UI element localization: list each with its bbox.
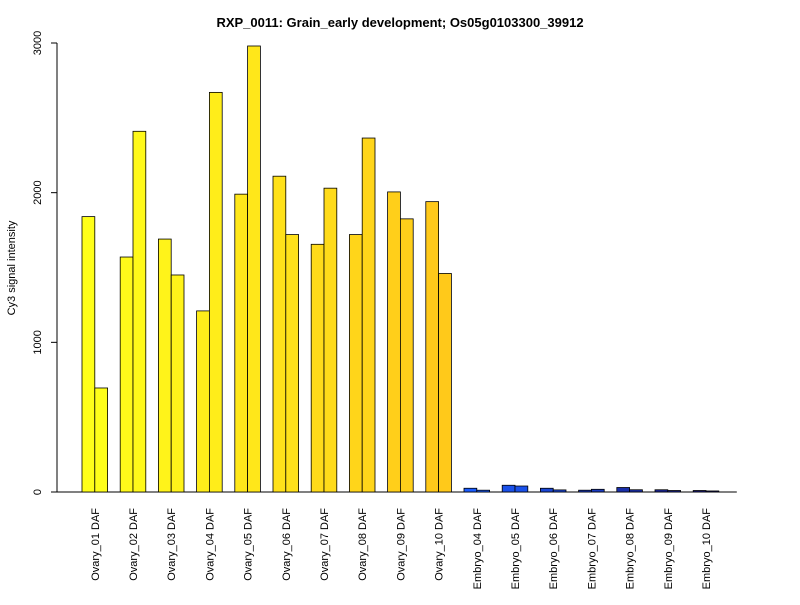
bar-group (463, 487, 490, 493)
bar (361, 137, 376, 493)
x-tick-label: Ovary_06 DAF (281, 508, 293, 581)
bar (132, 130, 147, 493)
bar (591, 488, 605, 493)
x-tick-label: Embryo_07 DAF (586, 508, 598, 590)
bar (348, 234, 363, 493)
bar (616, 487, 630, 493)
bar-group (196, 91, 223, 493)
bar (285, 234, 299, 493)
x-tick-label: Ovary_08 DAF (357, 508, 369, 581)
bar (196, 310, 210, 493)
y-tick-label: 2000 (32, 180, 44, 204)
x-tick-label: Embryo_04 DAF (472, 508, 484, 590)
x-tick-label: Embryo_08 DAF (625, 508, 637, 590)
bar (654, 489, 669, 493)
bar (578, 489, 592, 493)
bar-group (81, 216, 109, 493)
bar (247, 45, 261, 493)
bar (387, 191, 401, 493)
bar (501, 484, 516, 493)
bar-group (119, 130, 147, 493)
y-tick-label: 3000 (32, 31, 44, 55)
bar (272, 175, 287, 493)
bar (552, 489, 567, 493)
bar (667, 490, 681, 493)
y-tick-label: 1000 (32, 330, 44, 354)
y-axis: 0 1000 2000 3000 (32, 31, 58, 495)
bar (323, 187, 338, 493)
bar-group (157, 238, 185, 493)
bar (438, 273, 452, 493)
x-tick-label: Ovary_10 DAF (434, 508, 446, 581)
bar (540, 487, 554, 493)
bar-group (348, 137, 376, 493)
bars (81, 45, 720, 493)
x-tick-label: Embryo_05 DAF (510, 508, 522, 590)
bar (310, 243, 325, 493)
bar-group (272, 175, 299, 493)
bar-group (540, 487, 567, 493)
bar-group (692, 490, 720, 493)
bar (425, 201, 439, 493)
bar (81, 216, 96, 493)
bar (234, 193, 249, 493)
x-tick-label: Embryo_10 DAF (701, 508, 713, 590)
chart-title: RXP_0011: Grain_early development; Os05g… (216, 15, 583, 30)
bar (705, 490, 720, 493)
bar (629, 489, 643, 493)
bar-group (310, 187, 338, 493)
x-tick-label: Embryo_09 DAF (663, 508, 675, 590)
bar (94, 387, 109, 493)
x-tick-label: Ovary_01 DAF (90, 508, 102, 581)
bar-group (654, 489, 681, 493)
bar-group (425, 201, 452, 493)
x-tick-label: Ovary_05 DAF (243, 508, 255, 581)
bar (399, 218, 414, 493)
bar (208, 91, 223, 493)
bar-group (387, 191, 414, 493)
x-tick-label: Ovary_04 DAF (204, 508, 216, 581)
bar (170, 274, 185, 493)
y-tick-label: 0 (32, 489, 44, 495)
y-axis-label: Cy3 signal intensity (6, 220, 18, 315)
bar (157, 238, 172, 493)
x-tick-labels: Ovary_01 DAF Ovary_02 DAF Ovary_03 DAF Ovar… (90, 508, 713, 590)
x-tick-label: Ovary_09 DAF (395, 508, 407, 581)
x-tick-label: Ovary_03 DAF (166, 508, 178, 581)
bar (119, 256, 134, 493)
x-tick-label: Ovary_02 DAF (128, 508, 140, 581)
x-tick-label: Embryo_06 DAF (548, 508, 560, 590)
bar-group (616, 487, 643, 493)
bar (514, 485, 529, 493)
x-tick-label: Ovary_07 DAF (319, 508, 331, 581)
bar (692, 490, 707, 493)
bar-group (501, 484, 529, 493)
bar-group (578, 488, 605, 493)
bar (463, 487, 478, 493)
bar (476, 489, 490, 493)
bar-group (234, 45, 261, 493)
